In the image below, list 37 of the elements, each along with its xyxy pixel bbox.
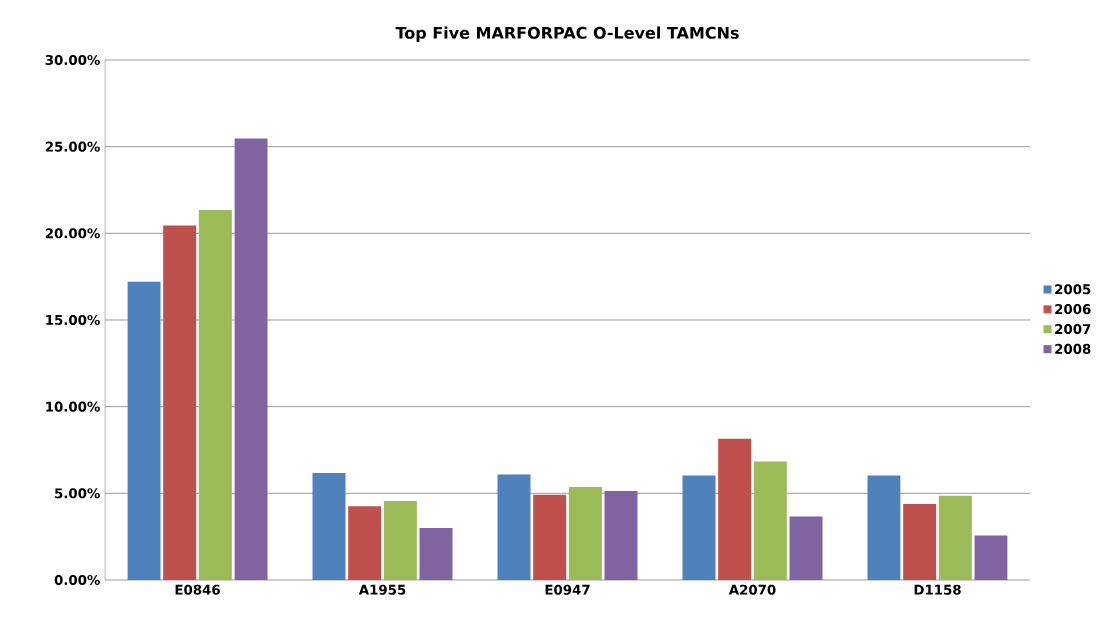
x-tick-label: D1158 bbox=[914, 584, 961, 595]
bar bbox=[568, 486, 602, 580]
bar bbox=[718, 438, 752, 580]
x-tick-label: E0947 bbox=[545, 584, 590, 595]
bar bbox=[753, 461, 787, 580]
y-tick-label: 15.00% bbox=[46, 314, 100, 326]
bar bbox=[682, 475, 716, 580]
bar bbox=[419, 527, 453, 580]
y-tick-label: 25.00% bbox=[45, 141, 100, 152]
bar bbox=[198, 210, 232, 580]
bar bbox=[127, 281, 161, 580]
chart-title: Top Five MARFORPAC O-Level TAMCNs bbox=[395, 26, 739, 42]
x-tick-label: A1955 bbox=[358, 584, 406, 595]
bar bbox=[533, 494, 567, 580]
bar bbox=[789, 516, 823, 580]
bar bbox=[867, 475, 901, 580]
bar bbox=[383, 501, 417, 580]
legend-label: 2005 bbox=[1055, 284, 1091, 295]
x-tick-label: A2070 bbox=[728, 584, 776, 595]
legend-label: 2006 bbox=[1055, 304, 1091, 315]
x-tick-label: E0846 bbox=[175, 584, 220, 595]
bar bbox=[974, 535, 1008, 580]
bar bbox=[163, 225, 197, 580]
bar bbox=[604, 490, 638, 580]
bar bbox=[938, 495, 972, 580]
y-tick-label: 5.00% bbox=[55, 488, 100, 499]
legend-label: 2007 bbox=[1055, 323, 1091, 335]
y-tick-label: 20.00% bbox=[45, 228, 100, 239]
y-tick-label: 30.00% bbox=[45, 54, 100, 66]
y-tick-label: 10.00% bbox=[46, 401, 100, 412]
bar bbox=[234, 138, 268, 580]
bar bbox=[312, 473, 346, 580]
bar bbox=[497, 474, 531, 580]
y-tick-label: 0.00% bbox=[54, 574, 100, 586]
bar bbox=[903, 504, 937, 580]
bar bbox=[348, 506, 382, 580]
legend-label: 2008 bbox=[1055, 343, 1091, 354]
